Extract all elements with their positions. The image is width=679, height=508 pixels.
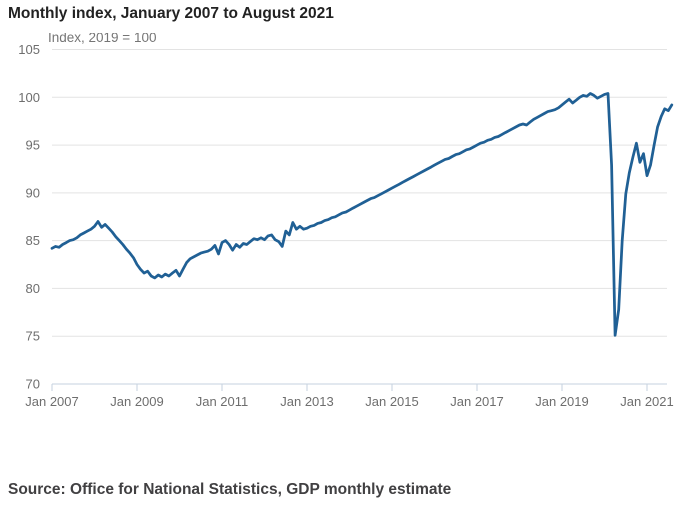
y-axis-tick-label: 100 bbox=[18, 90, 40, 105]
source-attribution: Source: Office for National Statistics, … bbox=[8, 481, 452, 498]
x-axis-tick-label: Jan 2007 bbox=[25, 394, 79, 409]
y-axis-tick-label: 85 bbox=[26, 233, 40, 248]
y-axis-tick-label: 105 bbox=[18, 42, 40, 57]
y-axis-tick-label: 70 bbox=[26, 377, 40, 392]
x-axis-tick-label: Jan 2021 bbox=[620, 394, 674, 409]
y-axis-tick-label: 90 bbox=[26, 185, 40, 200]
chart-subtitle-text: Index, 2019 = 100 bbox=[48, 33, 157, 45]
y-axis-tick-label: 80 bbox=[26, 281, 40, 296]
x-axis-tick-label: Jan 2013 bbox=[280, 394, 334, 409]
x-axis-tick-label: Jan 2011 bbox=[196, 394, 249, 409]
x-axis-tick-label: Jan 2017 bbox=[450, 394, 504, 409]
y-axis-tick-label: 75 bbox=[26, 329, 40, 344]
x-axis-tick-label: Jan 2019 bbox=[535, 394, 589, 409]
chart-title: Monthly index, January 2007 to August 20… bbox=[8, 5, 334, 22]
y-axis-tick-label: 95 bbox=[26, 138, 40, 153]
gdp-line-series bbox=[50, 92, 674, 337]
chart-subtitle: Index, 2019 = 100 bbox=[48, 33, 156, 47]
x-axis-tick-label: Jan 2015 bbox=[365, 394, 419, 409]
x-axis-tick-label: Jan 2009 bbox=[110, 394, 164, 409]
gdp-line-chart: 70 75 80 85 90 95 100 105 Jan 2007 Jan 2009 Jan 20… bbox=[18, 42, 674, 409]
